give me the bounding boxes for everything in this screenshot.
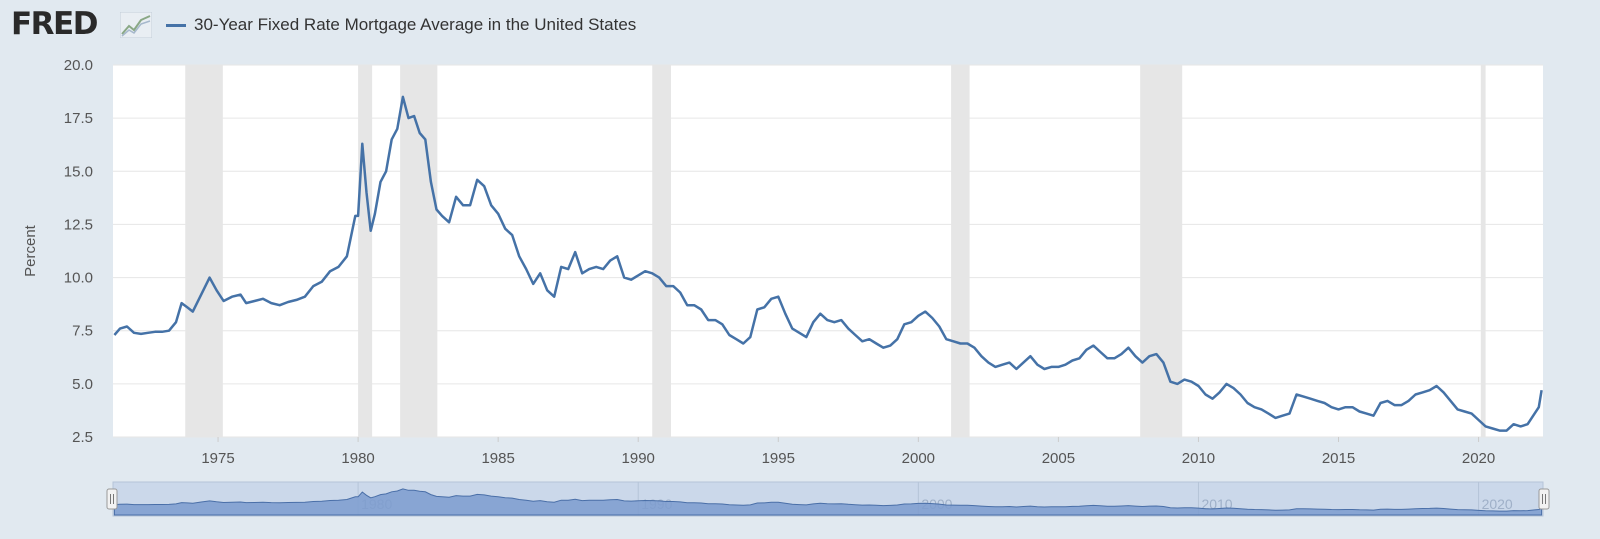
navigator-year-label: 1990 xyxy=(641,496,672,512)
y-tick-label: 7.5 xyxy=(72,323,93,340)
x-tick-label: 2020 xyxy=(1462,450,1495,467)
recession-band-1 xyxy=(358,65,373,437)
x-tick-label: 1975 xyxy=(201,450,234,467)
gridlines xyxy=(113,64,1543,438)
y-axis-ticks: 2.5 5.0 7.5 10.0 12.5 15.0 17.5 20.0 xyxy=(64,57,93,446)
navigator-year-label: 2020 xyxy=(1482,496,1513,512)
chart-trend-icon xyxy=(120,12,152,38)
x-axis-ticks: 1975 1980 1985 1990 1995 2000 2005 2010 2015 2020 xyxy=(201,437,1495,467)
x-tick-label: 1995 xyxy=(762,450,795,467)
recession-band-5 xyxy=(1140,65,1183,437)
x-tick-label: 2000 xyxy=(902,450,935,467)
y-tick-label: 12.5 xyxy=(64,216,93,233)
y-tick-label: 17.5 xyxy=(64,110,93,127)
x-tick-label: 2010 xyxy=(1182,450,1215,467)
navigator-track xyxy=(112,481,1544,517)
y-tick-label: 2.5 xyxy=(72,429,93,446)
plot-area xyxy=(113,65,1543,437)
y-tick-label: 15.0 xyxy=(64,163,93,180)
navigator-year-label: 2000 xyxy=(921,496,952,512)
x-tick-label: 1990 xyxy=(622,450,655,467)
recession-band-0 xyxy=(185,65,223,437)
navigator-handle-left[interactable] xyxy=(106,488,118,510)
navigator-year-labels: 1980 1990 2000 2010 2020 xyxy=(357,482,1513,516)
legend-swatch xyxy=(166,23,186,27)
x-tick-label: 1980 xyxy=(341,450,374,467)
y-tick-label: 10.0 xyxy=(64,270,93,287)
legend-label: 30-Year Fixed Rate Mortgage Average in t… xyxy=(194,15,637,34)
series-line-mortgage-rate[interactable] xyxy=(113,95,1543,432)
chart-legend[interactable]: 30-Year Fixed Rate Mortgage Average in t… xyxy=(166,15,636,35)
y-tick-label: 20.0 xyxy=(64,57,93,74)
x-tick-label: 2015 xyxy=(1322,450,1355,467)
recession-band-4 xyxy=(951,65,970,437)
x-tick-label: 2005 xyxy=(1042,450,1075,467)
recession-band-2 xyxy=(400,65,438,437)
y-tick-label: 5.0 xyxy=(72,376,93,393)
navigator-handle-right[interactable] xyxy=(1538,488,1550,510)
main-chart[interactable]: 2.55.07.510.012.515.017.520.0 1975 1980 19… xyxy=(0,0,1600,470)
fred-logo[interactable]: FRED xyxy=(11,6,98,42)
navigator-year-label: 1980 xyxy=(361,496,392,512)
recession-band-6 xyxy=(1480,65,1486,437)
navigator-year-label: 2010 xyxy=(1201,496,1232,512)
recession-band-3 xyxy=(652,65,671,437)
x-tick-label: 1985 xyxy=(481,450,514,467)
navigator-series-area xyxy=(113,488,1543,516)
chart-header: FRED 30-Year Fixed Rate Mortgage Average… xyxy=(0,0,1600,56)
y-axis-label: Percent xyxy=(22,224,39,277)
